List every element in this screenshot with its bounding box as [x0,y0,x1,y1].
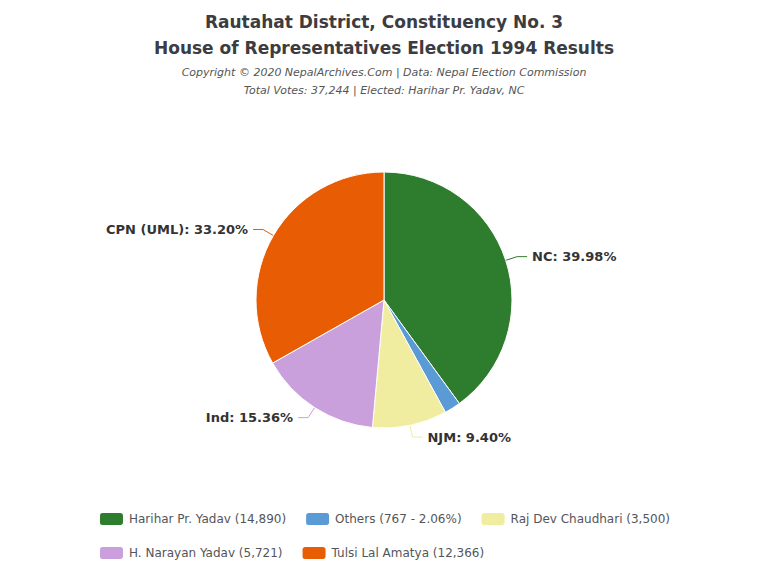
svg-text:H. Narayan Yadav (5,721): H. Narayan Yadav (5,721) [129,546,283,560]
svg-text:CPN (UML): 33.20%: CPN (UML): 33.20% [106,222,248,237]
svg-text:Total Votes: 37,244 | Elected:: Total Votes: 37,244 | Elected: Harihar P… [244,84,525,97]
svg-text:House of Representatives Elect: House of Representatives Election 1994 R… [154,38,614,58]
svg-text:NJM: 9.40%: NJM: 9.40% [427,430,510,445]
svg-text:Rautahat District, Constituenc: Rautahat District, Constituency No. 3 [205,12,563,32]
svg-text:Copyright © 2020 NepalArchives: Copyright © 2020 NepalArchives.Com | Dat… [182,66,587,79]
svg-text:Harihar Pr. Yadav (14,890): Harihar Pr. Yadav (14,890) [129,512,286,526]
svg-text:Ind: 15.36%: Ind: 15.36% [206,410,293,425]
svg-text:Others (767 - 2.06%): Others (767 - 2.06%) [335,512,462,526]
svg-text:Tulsi Lal Amatya (12,366): Tulsi Lal Amatya (12,366) [331,546,485,560]
svg-text:Raj Dev Chaudhari (3,500): Raj Dev Chaudhari (3,500) [511,512,670,526]
svg-text:NC: 39.98%: NC: 39.98% [532,249,616,264]
